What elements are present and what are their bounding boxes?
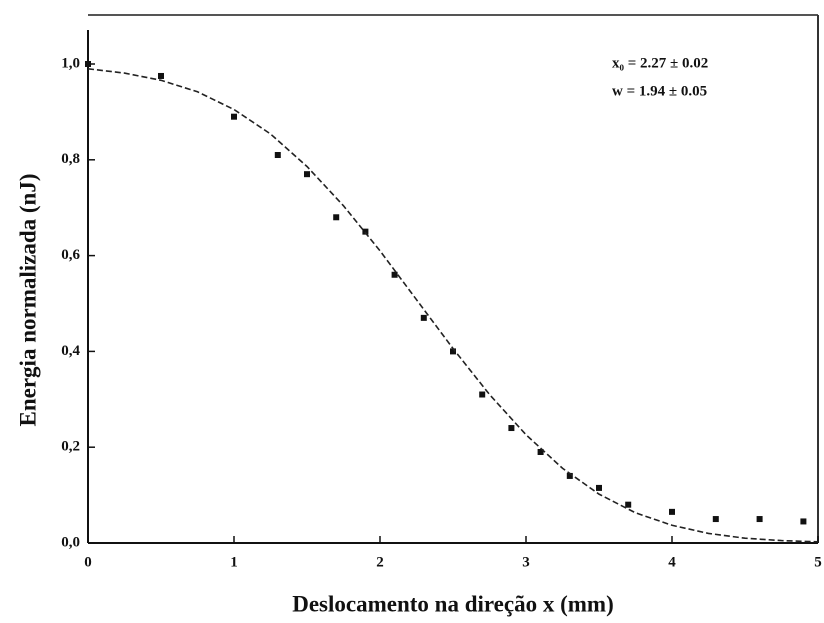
- y-tick-label: 1,0: [61, 55, 80, 71]
- data-point: [508, 425, 515, 432]
- data-point: [274, 152, 281, 159]
- data-point: [669, 508, 675, 515]
- annotation: w = 1.94 ± 0.05: [612, 83, 707, 99]
- data-point: [712, 516, 719, 523]
- data-point: [333, 214, 340, 221]
- x-tick-label: 2: [376, 554, 384, 570]
- x-tick-label: 3: [522, 554, 530, 570]
- y-tick-label: 0,6: [61, 247, 80, 263]
- y-tick-label: 0,8: [61, 151, 80, 167]
- data-point: [158, 72, 164, 79]
- data-point: [566, 472, 573, 479]
- data-point: [479, 391, 486, 398]
- y-tick-label: 0,4: [61, 343, 80, 359]
- x-tick-label: 5: [814, 554, 822, 570]
- data-point: [391, 271, 398, 278]
- y-axis-label: Energia normalizada (nJ): [15, 174, 40, 427]
- data-point: [85, 61, 91, 67]
- y-tick-label: 0,2: [61, 439, 80, 455]
- data-point: [625, 501, 632, 508]
- data-point: [596, 484, 602, 491]
- fit-curve: [87, 67, 819, 543]
- x-tick-label: 0: [84, 554, 92, 570]
- data-point: [800, 518, 807, 525]
- y-tick-label: 0,0: [61, 534, 80, 550]
- data-point: [304, 171, 310, 178]
- x-axis-label: Deslocamento na direção x (mm): [292, 591, 614, 616]
- annotation: x₀ = 2.27 ± 0.02: [612, 55, 708, 71]
- data-point: [420, 314, 427, 321]
- x-tick-label: 1: [230, 554, 238, 570]
- data-point: [756, 516, 763, 523]
- data-point: [450, 348, 456, 355]
- data-point: [231, 113, 237, 120]
- data-point: [537, 448, 544, 455]
- x-tick-label: 4: [668, 554, 676, 570]
